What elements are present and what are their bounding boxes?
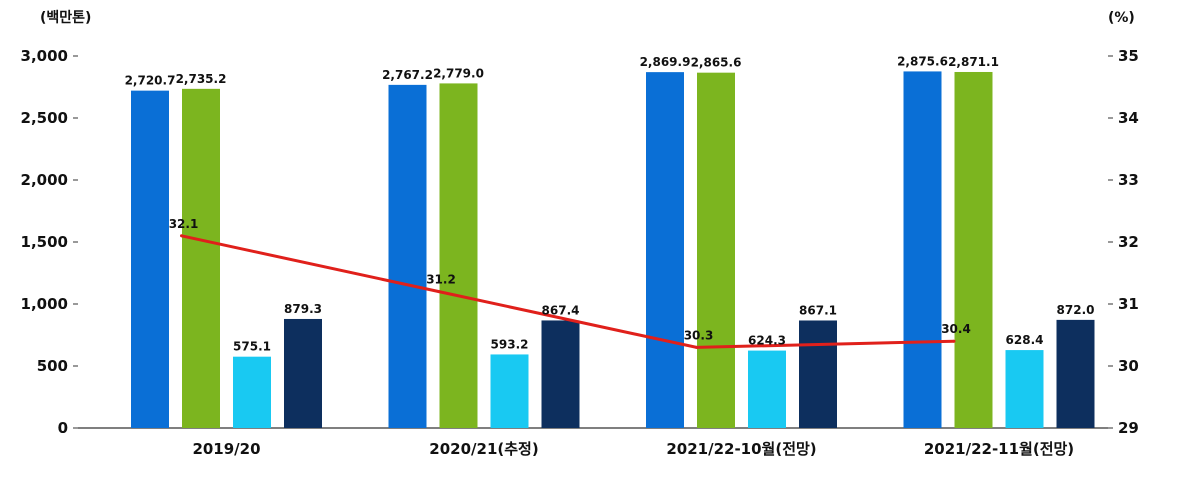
bar	[541, 320, 580, 428]
right-axis-unit: (%)	[1108, 10, 1135, 26]
category-label: 2019/20	[192, 440, 260, 458]
bar	[490, 354, 529, 428]
category-label: 2020/21(추정)	[429, 440, 538, 458]
left-tick-label: 1,000	[21, 295, 68, 313]
bar-value-label: 2,871.1	[948, 55, 999, 69]
ratio-line-value-label: 32.1	[169, 217, 199, 231]
ratio-line-value-label: 31.2	[426, 273, 456, 287]
bar	[697, 72, 735, 429]
left-tick-label: 500	[37, 357, 68, 375]
right-tick-label: 30	[1118, 357, 1139, 375]
ratio-line-value-label: 30.4	[941, 322, 971, 336]
right-tick-label: 33	[1118, 171, 1139, 189]
ratio-line-value-label: 30.3	[684, 328, 714, 342]
bar	[388, 84, 427, 429]
bar-value-label: 2,875.6	[897, 54, 948, 68]
bar-value-label: 628.4	[1006, 333, 1044, 347]
bar	[233, 356, 271, 428]
bar	[284, 318, 322, 428]
left-tick-label: 0	[58, 419, 68, 437]
bar-value-label: 575.1	[233, 340, 271, 354]
bar-value-label: 2,869.9	[640, 55, 691, 69]
bar-value-label: 2,865.6	[691, 56, 742, 70]
bar	[646, 72, 684, 429]
bars	[131, 71, 1095, 429]
bar	[182, 88, 220, 428]
bar	[799, 320, 837, 428]
category-label: 2021/22-10월(전망)	[666, 440, 816, 458]
bar-value-label: 872.0	[1057, 303, 1095, 317]
bar-value-label: 867.1	[799, 303, 837, 317]
ratio-line-point	[952, 339, 956, 343]
left-tick-label: 1,500	[21, 233, 68, 251]
bar-value-label: 2,779.0	[433, 66, 484, 80]
axes: 0 500 1,000 1,500 2,000 2,500 3,000 29 30 31 32 33 3…	[21, 47, 1139, 437]
right-tick-label: 32	[1118, 233, 1139, 251]
left-tick-label: 3,000	[21, 47, 68, 65]
bar-value-label: 2,720.7	[125, 74, 176, 88]
right-tick-label: 35	[1118, 47, 1139, 65]
bar	[954, 71, 993, 429]
ratio-line-point	[180, 234, 183, 238]
ratio-line-layer	[180, 234, 956, 349]
left-axis-unit: (백만톤)	[40, 10, 91, 26]
bar	[748, 350, 786, 428]
bar	[903, 71, 942, 428]
bar	[1005, 350, 1044, 428]
category-label: 2021/22-11월(전망)	[924, 440, 1074, 458]
right-tick-label: 29	[1118, 419, 1139, 437]
bar-value-label: 593.2	[491, 337, 529, 351]
bar-value-label: 2,767.2	[382, 68, 433, 82]
left-tick-label: 2,500	[21, 109, 68, 127]
ratio-line-point	[695, 345, 698, 349]
bar-value-label: 624.3	[748, 334, 786, 348]
right-tick-label: 34	[1118, 109, 1139, 127]
bar	[1056, 319, 1095, 428]
bar-value-label: 867.4	[542, 303, 580, 317]
ratio-line	[181, 234, 955, 349]
bar	[131, 90, 169, 428]
ratio-line-point	[437, 290, 441, 294]
bar-value-label: 2,735.2	[176, 72, 227, 86]
bar-value-label: 879.3	[284, 302, 322, 316]
right-tick-label: 31	[1118, 295, 1139, 313]
left-tick-label: 2,000	[21, 171, 68, 189]
bar	[439, 83, 478, 429]
data-labels: 2019/20 2,720.7 2,735.2 575.1 879.3 2020/21(추…	[125, 54, 1095, 458]
